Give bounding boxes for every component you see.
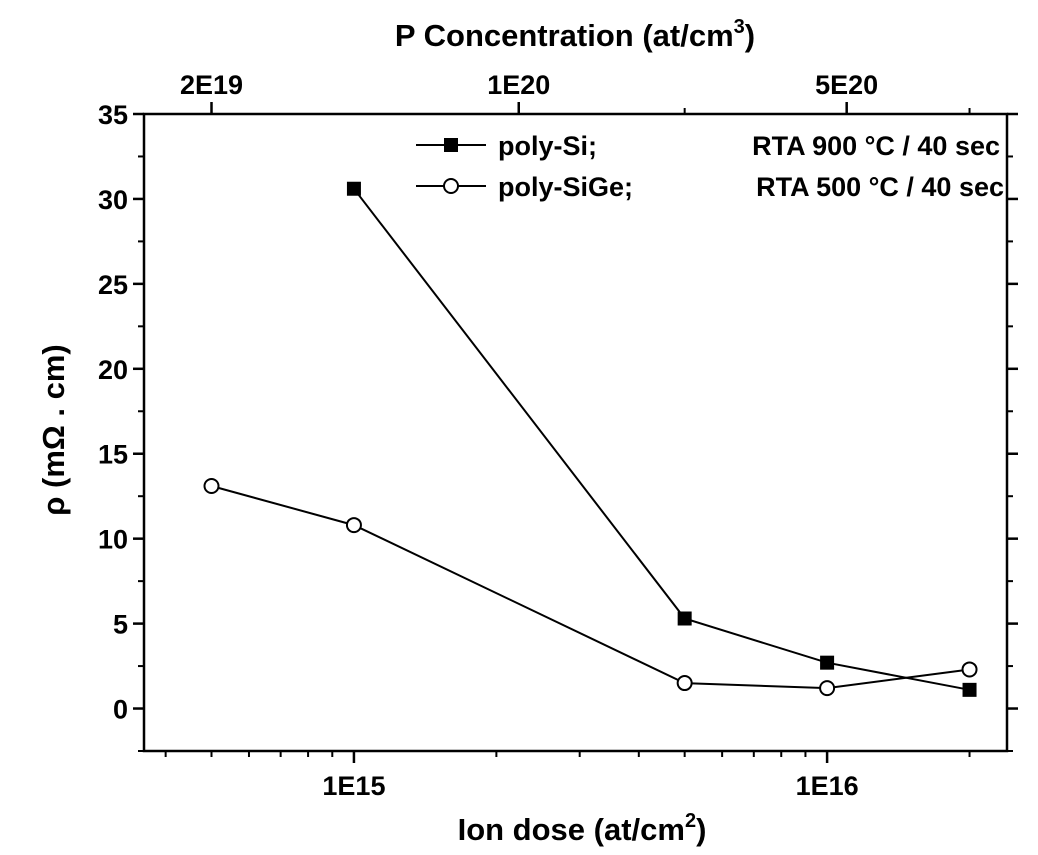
top-tick-label: 2E19 <box>180 70 243 100</box>
data-point-poly-si <box>820 655 835 670</box>
legend-condition-poly-si: RTA 900 °C / 40 sec <box>752 131 1000 161</box>
ticks-layer: 0 5 10 15 20 25 30 35 1E15 1E16 2E19 1E20 5E20 <box>98 70 1018 801</box>
y-tick-label: 30 <box>98 185 128 215</box>
top-axis-title-end: ) <box>745 18 755 53</box>
x-tick-label: 1E15 <box>322 771 385 801</box>
x-tick-label: 1E16 <box>796 771 859 801</box>
x-axis-title-end: ) <box>696 812 706 847</box>
data-point-poly-sige <box>203 478 220 495</box>
top-axis-title: P Concentration (at/cm3) <box>395 16 755 53</box>
y-tick-label: 5 <box>113 610 128 640</box>
series-line-1 <box>211 485 970 690</box>
top-tick-label: 1E20 <box>487 70 550 100</box>
markers-layer <box>203 181 978 697</box>
plot-frame <box>142 112 1009 753</box>
top-axis-title-sup: 3 <box>734 16 745 38</box>
data-point-poly-sige <box>345 517 362 534</box>
y-tick-label: 15 <box>98 440 128 470</box>
lines-layer <box>211 188 970 691</box>
legend-label-poly-si: poly-Si; <box>498 131 597 161</box>
data-point-poly-sige <box>961 661 978 678</box>
legend-marker-poly-si <box>444 138 458 152</box>
y-tick-label: 35 <box>98 100 128 130</box>
series-line-0 <box>353 188 970 691</box>
y-tick-label: 25 <box>98 270 128 300</box>
x-axis-title: Ion dose (at/cm2) <box>458 810 707 847</box>
x-axis-title-sup: 2 <box>685 810 696 832</box>
data-point-poly-si <box>962 682 977 697</box>
y-tick-label: 0 <box>113 695 128 725</box>
legend-marker-poly-sige <box>443 178 459 194</box>
legend: poly-Si; RTA 900 °C / 40 sec poly-SiGe; … <box>416 131 1004 202</box>
top-tick-label: 5E20 <box>815 70 878 100</box>
legend-condition-poly-sige: RTA 500 °C / 40 sec <box>756 172 1004 202</box>
data-point-poly-si <box>677 611 692 626</box>
y-axis-title: ρ (mΩ . cm) <box>36 344 71 516</box>
data-point-poly-sige <box>819 680 836 697</box>
y-tick-label: 20 <box>98 355 128 385</box>
y-tick-label: 10 <box>98 525 128 555</box>
data-point-poly-si <box>346 181 361 196</box>
data-point-poly-sige <box>676 675 693 692</box>
legend-label-poly-sige: poly-SiGe; <box>498 172 633 202</box>
